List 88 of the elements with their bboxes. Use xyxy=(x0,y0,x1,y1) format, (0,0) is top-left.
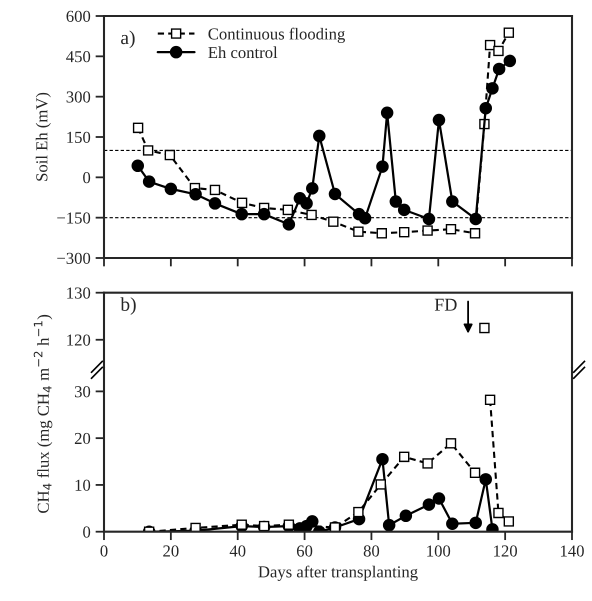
legend-label: Continuous flooding xyxy=(208,28,345,43)
point xyxy=(376,452,389,466)
point xyxy=(504,516,514,527)
point xyxy=(400,510,412,522)
point xyxy=(398,452,410,462)
y-tick-label: 0 xyxy=(83,172,90,184)
point xyxy=(313,130,326,142)
y-tick-label: 600 xyxy=(66,10,90,22)
point xyxy=(208,197,222,210)
point xyxy=(493,508,504,518)
y-tick-label: 120 xyxy=(67,334,90,346)
point xyxy=(236,198,248,208)
point xyxy=(376,479,386,490)
legend-label: Eh control xyxy=(208,46,278,58)
point xyxy=(376,228,387,238)
point xyxy=(132,160,144,172)
x-tick-label: 120 xyxy=(494,545,518,557)
point xyxy=(282,204,294,216)
point xyxy=(398,226,410,238)
point xyxy=(484,394,496,406)
y-tick-label: 130 xyxy=(67,287,90,299)
point xyxy=(132,122,144,134)
point xyxy=(390,195,402,208)
y-tick-label: 450 xyxy=(66,51,90,62)
y-tick-label: 300 xyxy=(66,91,90,103)
y-tick-label: −300 xyxy=(57,252,90,264)
point xyxy=(358,212,372,224)
x-tick-label: 80 xyxy=(364,545,380,557)
point xyxy=(306,182,319,195)
text: CH$_{4}$ flux (mg CH$_{4}$ m$^{−2}$ h$^{−1}$) xyxy=(34,314,52,513)
point xyxy=(328,188,342,200)
point xyxy=(164,150,176,160)
point xyxy=(353,506,364,518)
point xyxy=(300,197,313,210)
annotation: FD xyxy=(434,298,457,311)
point xyxy=(504,27,514,38)
point xyxy=(164,182,178,196)
point xyxy=(210,184,220,196)
x-tick-label: 0 xyxy=(100,545,108,557)
x-tick-label: 20 xyxy=(163,545,179,557)
x-axis-title: Days after transplanting xyxy=(258,566,418,581)
point xyxy=(328,216,339,227)
point xyxy=(432,492,446,505)
y-axis-title: Soil Eh (mV) xyxy=(36,92,51,181)
x-tick-label: 100 xyxy=(427,545,450,557)
point xyxy=(235,208,248,220)
point xyxy=(446,438,456,449)
point xyxy=(469,516,482,530)
point xyxy=(432,114,446,126)
point xyxy=(306,210,317,220)
point xyxy=(422,225,433,236)
point xyxy=(446,195,459,208)
point xyxy=(353,226,364,237)
point xyxy=(480,473,492,486)
point xyxy=(422,212,436,226)
point xyxy=(486,82,499,95)
point xyxy=(282,218,296,231)
point xyxy=(142,145,154,156)
point xyxy=(380,106,394,120)
x-tick-label: 140 xyxy=(560,545,584,557)
y-tick-label: 0 xyxy=(83,526,90,538)
point xyxy=(398,204,410,216)
x-tick-label: 60 xyxy=(296,545,312,557)
point xyxy=(382,518,396,532)
point xyxy=(504,54,516,68)
annotation: b) xyxy=(120,297,136,315)
y-tick-label: 20 xyxy=(74,432,90,444)
x-tick-label: 40 xyxy=(230,545,246,557)
point xyxy=(469,212,482,226)
point xyxy=(189,188,202,201)
point xyxy=(306,515,319,528)
y-tick-label: 30 xyxy=(74,386,90,398)
y-tick-label: 150 xyxy=(67,132,90,143)
point xyxy=(470,228,480,238)
point xyxy=(446,518,459,530)
annotation: a) xyxy=(121,30,135,48)
point xyxy=(493,46,504,56)
point xyxy=(376,160,389,173)
point xyxy=(422,458,433,469)
point xyxy=(142,175,156,188)
point xyxy=(480,102,492,114)
point xyxy=(258,208,270,220)
point xyxy=(492,62,506,76)
y-tick-label: −150 xyxy=(57,212,90,224)
y-tick-label: 10 xyxy=(76,480,90,491)
point xyxy=(446,224,456,234)
point xyxy=(422,498,436,511)
point xyxy=(470,468,480,478)
